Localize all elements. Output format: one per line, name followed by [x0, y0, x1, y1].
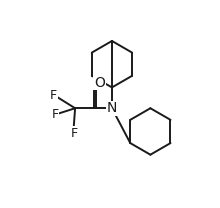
Text: O: O [94, 76, 105, 90]
Text: N: N [107, 101, 117, 115]
Text: F: F [51, 108, 59, 121]
Text: F: F [71, 127, 78, 140]
Text: F: F [50, 89, 57, 102]
